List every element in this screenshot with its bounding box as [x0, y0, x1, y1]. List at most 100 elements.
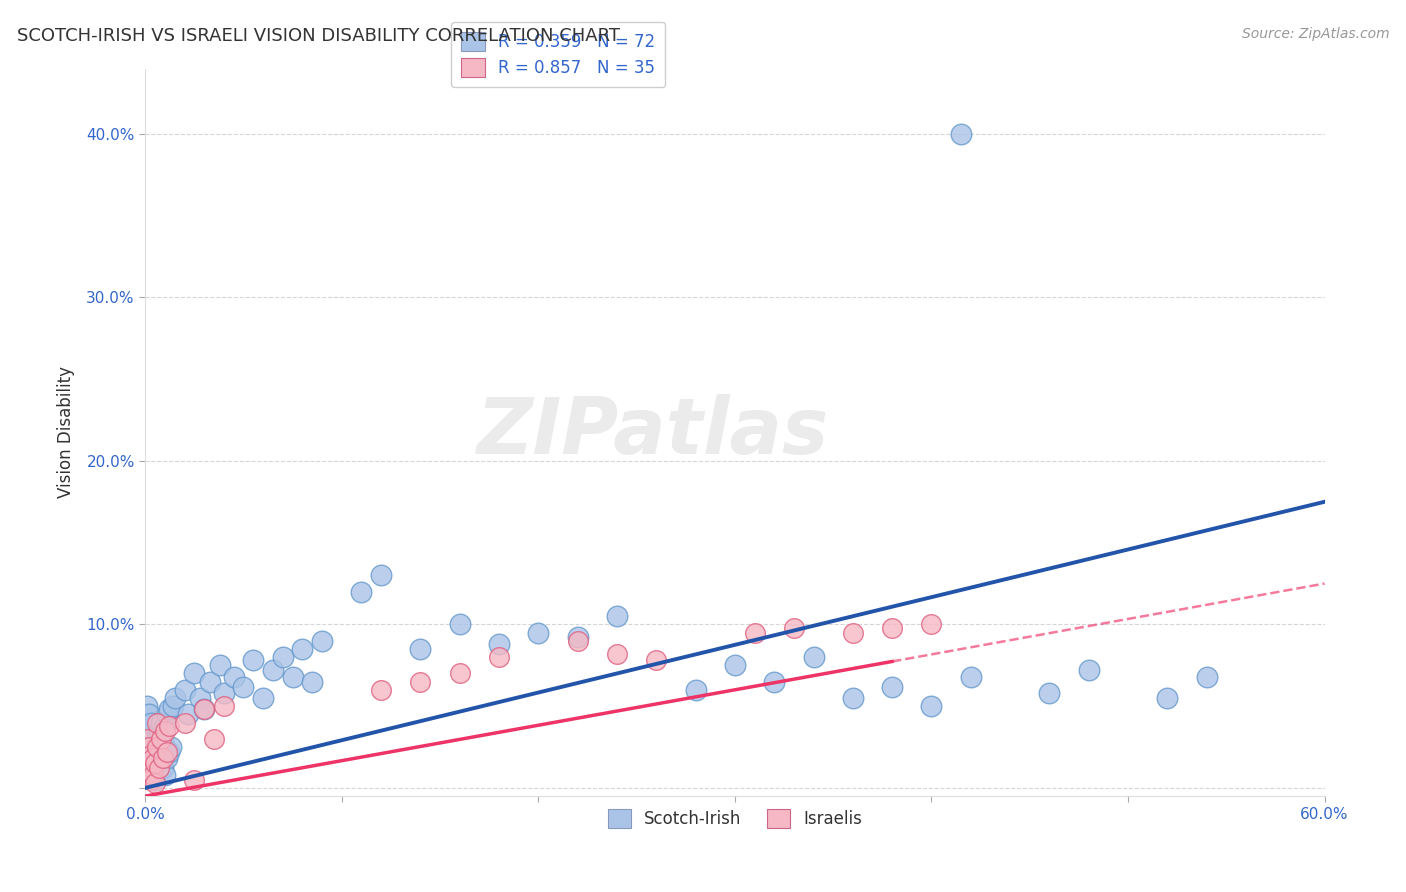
Point	[136, 756, 159, 771]
Point	[281, 670, 304, 684]
Point	[152, 735, 174, 749]
Point	[370, 568, 392, 582]
Point	[136, 731, 159, 746]
Point	[146, 739, 169, 754]
Point	[212, 699, 235, 714]
Point	[159, 739, 181, 754]
Point	[149, 715, 172, 730]
Point	[1077, 663, 1099, 677]
Point	[212, 686, 235, 700]
Point	[803, 650, 825, 665]
Point	[143, 776, 166, 790]
Point	[842, 625, 865, 640]
Point	[139, 739, 162, 754]
Point	[153, 723, 176, 738]
Point	[1195, 670, 1218, 684]
Point	[138, 731, 160, 746]
Point	[139, 772, 162, 787]
Point	[763, 674, 786, 689]
Point	[488, 650, 510, 665]
Point	[138, 756, 160, 771]
Point	[370, 682, 392, 697]
Point	[163, 690, 186, 705]
Point	[882, 680, 904, 694]
Point	[949, 127, 972, 141]
Point	[183, 666, 205, 681]
Point	[153, 768, 176, 782]
Point	[1038, 686, 1060, 700]
Point	[645, 653, 668, 667]
Point	[142, 745, 165, 759]
Text: Source: ZipAtlas.com: Source: ZipAtlas.com	[1241, 27, 1389, 41]
Text: ZIPatlas: ZIPatlas	[477, 394, 828, 470]
Point	[136, 748, 159, 763]
Point	[173, 715, 195, 730]
Point	[271, 650, 294, 665]
Point	[152, 751, 174, 765]
Point	[783, 621, 806, 635]
Point	[242, 653, 264, 667]
Point	[193, 702, 215, 716]
Point	[142, 768, 165, 782]
Point	[156, 707, 179, 722]
Point	[139, 764, 162, 779]
Point	[153, 719, 176, 733]
Point	[311, 633, 333, 648]
Point	[143, 756, 166, 771]
Point	[409, 674, 432, 689]
Point	[188, 690, 211, 705]
Point	[959, 670, 981, 684]
Point	[409, 642, 432, 657]
Point	[157, 702, 180, 716]
Point	[136, 699, 159, 714]
Point	[146, 764, 169, 779]
Point	[527, 625, 550, 640]
Point	[449, 666, 471, 681]
Point	[567, 631, 589, 645]
Point	[842, 690, 865, 705]
Point	[449, 617, 471, 632]
Point	[143, 772, 166, 787]
Point	[149, 748, 172, 763]
Point	[744, 625, 766, 640]
Point	[146, 715, 169, 730]
Point	[136, 723, 159, 738]
Point	[193, 702, 215, 716]
Point	[606, 647, 628, 661]
Point	[142, 751, 165, 765]
Point	[139, 715, 162, 730]
Point	[156, 751, 179, 765]
Y-axis label: Vision Disability: Vision Disability	[58, 367, 75, 499]
Point	[567, 633, 589, 648]
Point	[724, 658, 747, 673]
Point	[157, 745, 180, 759]
Point	[143, 751, 166, 765]
Point	[157, 719, 180, 733]
Point	[148, 723, 170, 738]
Point	[138, 739, 160, 754]
Point	[920, 699, 942, 714]
Point	[350, 584, 373, 599]
Point	[146, 731, 169, 746]
Point	[173, 682, 195, 697]
Point	[232, 680, 254, 694]
Point	[222, 670, 245, 684]
Point	[1156, 690, 1178, 705]
Point	[685, 682, 707, 697]
Point	[156, 745, 179, 759]
Point	[606, 609, 628, 624]
Point	[198, 674, 221, 689]
Text: SCOTCH-IRISH VS ISRAELI VISION DISABILITY CORRELATION CHART: SCOTCH-IRISH VS ISRAELI VISION DISABILIT…	[17, 27, 620, 45]
Point	[138, 764, 160, 779]
Point	[262, 663, 284, 677]
Point	[148, 761, 170, 775]
Point	[138, 707, 160, 722]
Point	[202, 731, 225, 746]
Point	[177, 707, 200, 722]
Point	[152, 761, 174, 775]
Point	[139, 748, 162, 763]
Point	[882, 621, 904, 635]
Point	[142, 768, 165, 782]
Point	[920, 617, 942, 632]
Point	[291, 642, 314, 657]
